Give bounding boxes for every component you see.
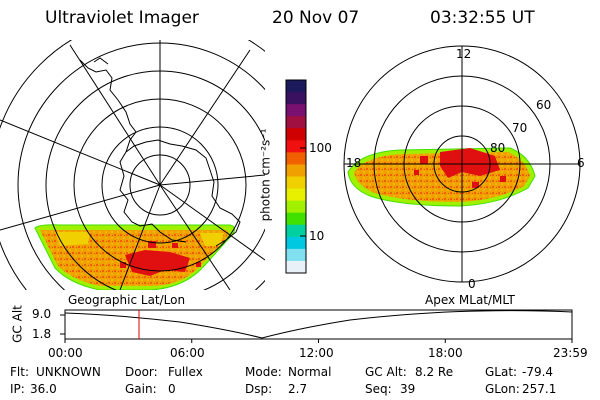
colorbar-cell <box>286 260 306 274</box>
timeline-x-tick-0000: 00:00 <box>48 346 83 360</box>
timeline-y-axis-label: GC Alt <box>10 305 25 343</box>
colorbar-cell <box>286 236 306 250</box>
altitude-timeline <box>60 309 573 343</box>
gain-value: 0 <box>168 382 176 396</box>
glon-label: GLon: <box>485 382 520 396</box>
mlt-label-0: 0 <box>468 277 476 291</box>
coastlines <box>79 57 241 247</box>
mlat-label-70: 70 <box>512 121 528 135</box>
mode-label: Mode: <box>245 365 282 379</box>
gain-label: Gain: <box>125 382 157 396</box>
flt-label: Flt: <box>10 365 29 379</box>
timeline-x-tick-1800: 18:00 <box>428 346 463 360</box>
colorbar-cell <box>286 128 306 141</box>
colorbar-cell <box>286 152 306 165</box>
altitude-curve <box>64 310 573 339</box>
gc-alt-value: 8.2 Re <box>415 365 454 379</box>
mode-value: Normal <box>288 365 332 379</box>
colorbar-cell <box>286 164 306 177</box>
timeline-y-tick-low: 1.8 <box>32 327 52 341</box>
colorbar-cell <box>286 92 306 105</box>
dsp-label: Dsp: <box>245 382 273 396</box>
gc-alt-label: GC Alt: <box>365 365 407 379</box>
colorbar-cell <box>286 80 306 93</box>
timeline-x-tick-2359: 23:59 <box>553 346 588 360</box>
colorbar-cell <box>286 104 306 117</box>
time-label: 03:32:55 UT <box>430 8 535 28</box>
glon-value: 257.1 <box>522 382 557 396</box>
mlt-label-6: 6 <box>577 156 585 170</box>
colorbar-cell <box>286 176 306 190</box>
seq-label: Seq: <box>365 382 392 396</box>
door-label: Door: <box>125 365 158 379</box>
dsp-value: 2.7 <box>288 382 308 396</box>
right-aurora-hotspots <box>414 148 506 188</box>
colorbar-unit-label: photon cm⁻²s⁻¹ <box>258 128 273 222</box>
colorbar-cell <box>286 140 306 153</box>
glat-value: -79.4 <box>522 365 554 379</box>
timeline-x-tick-1200: 12:00 <box>299 346 334 360</box>
ip-label: IP: <box>10 382 25 396</box>
geographic-projection-label: Geographic Lat/Lon <box>68 293 186 307</box>
mlt-label-18: 18 <box>346 156 362 170</box>
apex-polar-plot <box>343 45 581 283</box>
apex-projection-label: Apex MLat/MLT <box>425 293 515 307</box>
colorbar-tick-100: 100 <box>309 141 332 155</box>
instrument-title: Ultraviolet Imager <box>45 8 199 28</box>
colorbar <box>285 79 307 274</box>
colorbar-cell <box>286 188 306 202</box>
colorbar-cell <box>286 116 306 129</box>
date-label: 20 Nov 07 <box>272 8 360 28</box>
seq-value: 39 <box>400 382 416 396</box>
colorbar-tick-10: 10 <box>309 229 325 243</box>
door-value: Fullex <box>168 365 203 379</box>
glat-label: GLat: <box>485 365 518 379</box>
ip-value: 36.0 <box>30 382 57 396</box>
mlat-label-60: 60 <box>536 98 552 112</box>
mlat-label-80: 80 <box>490 141 506 155</box>
geographic-map <box>0 40 265 290</box>
colorbar-cell <box>286 212 306 226</box>
colorbar-cell <box>286 200 306 214</box>
timeline-y-tick-high: 9.0 <box>32 307 52 321</box>
mlt-label-12: 12 <box>456 47 472 61</box>
timeline-x-tick-0600: 06:00 <box>170 346 205 360</box>
flt-value: UNKNOWN <box>36 365 101 379</box>
colorbar-cell <box>286 224 306 238</box>
colorbar-cell <box>286 248 306 262</box>
